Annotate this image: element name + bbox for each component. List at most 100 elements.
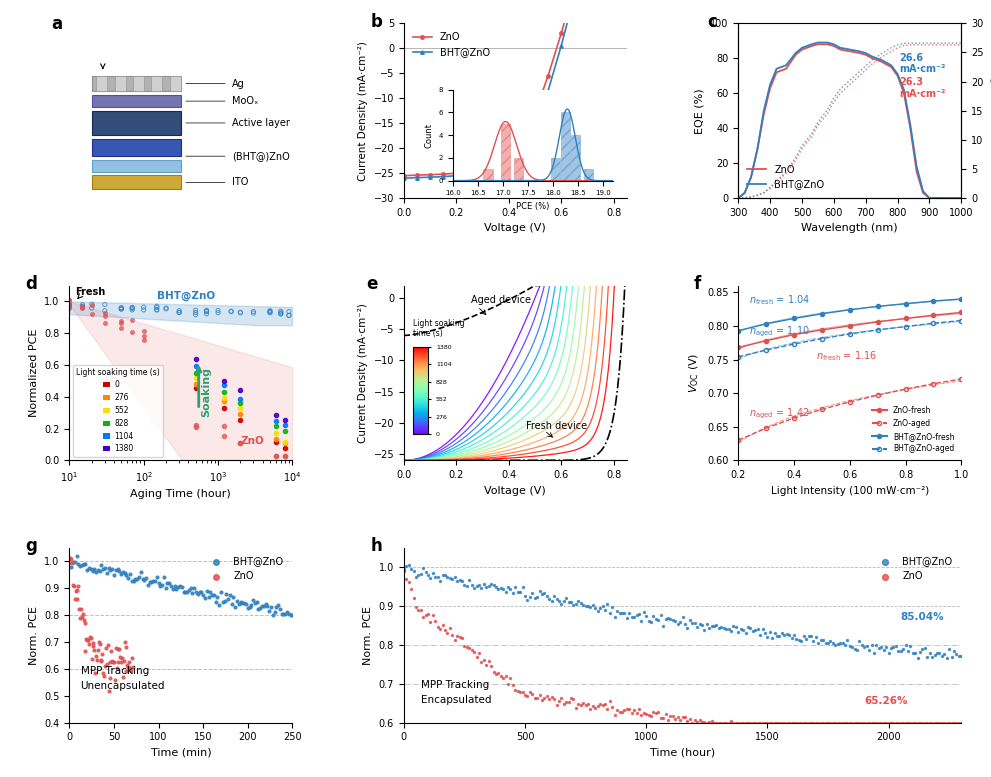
ZnO (556, 698, 572, 710)
Text: 26.6
mA·cm⁻²: 26.6 mA·cm⁻² (899, 53, 945, 75)
BHT@ZnO-aged (900, 322, 912, 331)
ZnO (76, 617, 92, 629)
Line: BHT@ZnO-aged: BHT@ZnO-aged (736, 319, 963, 359)
ZnO (917, 716, 933, 729)
BHT@ZnO (844, 45, 856, 54)
ZnO (943, 716, 959, 729)
ZnO (762, 716, 778, 729)
BHT@ZnO (694, 619, 710, 632)
BHT@ZnO (556, 594, 572, 607)
ZnO (67, 585, 83, 598)
ZnO (747, 716, 763, 729)
ZnO (774, 716, 790, 729)
BHT@ZnO (811, 637, 826, 650)
Point (233, 307, 249, 319)
BHT@ZnO (279, 606, 295, 618)
ZnO (905, 124, 917, 133)
BHT@ZnO (597, 604, 612, 616)
BHT@ZnO (846, 643, 862, 656)
Point (113, 315, 129, 327)
BHT@ZnO-aged (760, 346, 772, 355)
BHT@ZnO (789, 633, 805, 646)
BHT@ZnO-fresh (760, 319, 772, 329)
Legend: ZnO, BHT@ZnO: ZnO, BHT@ZnO (408, 28, 494, 61)
ZnO (529, 109, 541, 118)
ZnO (541, 693, 557, 706)
BHT@ZnO (888, 640, 904, 653)
ZnO (116, 654, 132, 667)
BHT@ZnO (925, 651, 940, 664)
BHT@ZnO (500, 581, 516, 594)
ZnO-aged (732, 436, 744, 445)
BHT@ZnO (588, 602, 604, 615)
ZnO (781, 716, 797, 729)
Point (97, 316, 113, 329)
BHT@ZnO (408, 570, 424, 583)
ZnO (759, 716, 775, 729)
ZnO (593, 699, 608, 711)
ZnO (92, 637, 108, 650)
BHT@ZnO (415, 562, 431, 574)
BHT@ZnO (527, 591, 543, 604)
BHT@ZnO (172, 580, 188, 592)
BHT@ZnO (953, 650, 969, 662)
ZnO (626, 704, 642, 716)
BHT@ZnO (606, 611, 622, 623)
BHT@ZnO (851, 635, 867, 647)
BHT@ZnO (149, 570, 165, 583)
ZnO (123, 664, 139, 677)
BHT@ZnO (951, 650, 967, 662)
ZnO (101, 685, 117, 697)
ZnO (779, 716, 795, 729)
ZnO (694, 716, 710, 729)
BHT@ZnO (905, 647, 921, 660)
BHT@ZnO (160, 577, 175, 589)
ZnO (588, 702, 604, 714)
BHT@ZnO (692, 618, 708, 630)
BHT@ZnO (427, 571, 443, 584)
BHT@ZnO (764, 80, 776, 89)
BHT@ZnO (477, 168, 489, 177)
Point (84, 308, 100, 320)
BHT@ZnO (471, 580, 487, 592)
ZnO (415, 610, 431, 622)
Point (262, 305, 277, 318)
BHT@ZnO (164, 580, 179, 592)
ZnO (628, 707, 644, 720)
ZnO-fresh (900, 314, 912, 323)
ZnO (898, 716, 914, 729)
BHT@ZnO (529, 121, 541, 131)
ZnO (65, 580, 82, 592)
BHT@ZnO (165, 583, 180, 595)
BHT@ZnO (732, 623, 748, 636)
ZnO (491, 667, 506, 679)
ZnO (95, 667, 111, 679)
ZnO (811, 716, 826, 729)
BHT@ZnO (955, 193, 967, 203)
Text: $n_\mathrm{fresh}$ = 1.16: $n_\mathrm{fresh}$ = 1.16 (817, 349, 877, 363)
Point (198, 308, 214, 320)
Point (233, 383, 249, 395)
BHT@ZnO (88, 566, 104, 578)
ZnO (803, 716, 819, 729)
ZnO (932, 716, 947, 729)
ZnO (655, 713, 671, 725)
ZnO (479, 658, 495, 671)
ZnO (459, 641, 475, 653)
BHT@ZnO (745, 172, 757, 182)
Point (97, 305, 113, 317)
BHT@ZnO (853, 47, 865, 56)
ZnO (546, 692, 562, 705)
BHT@ZnO (119, 570, 135, 582)
Y-axis label: Norm. PCE: Norm. PCE (29, 606, 39, 664)
Point (187, 382, 203, 395)
ZnO (96, 670, 112, 682)
BHT@ZnO (68, 549, 84, 562)
BHT@ZnO (827, 639, 843, 651)
Point (124, 301, 140, 314)
BHT@ZnO (505, 587, 521, 600)
Legend: BHT@ZnO, ZnO: BHT@ZnO, ZnO (871, 552, 956, 585)
BHT@ZnO (235, 596, 251, 608)
BHT@ZnO-fresh (928, 296, 939, 305)
BHT@ZnO (93, 559, 109, 571)
